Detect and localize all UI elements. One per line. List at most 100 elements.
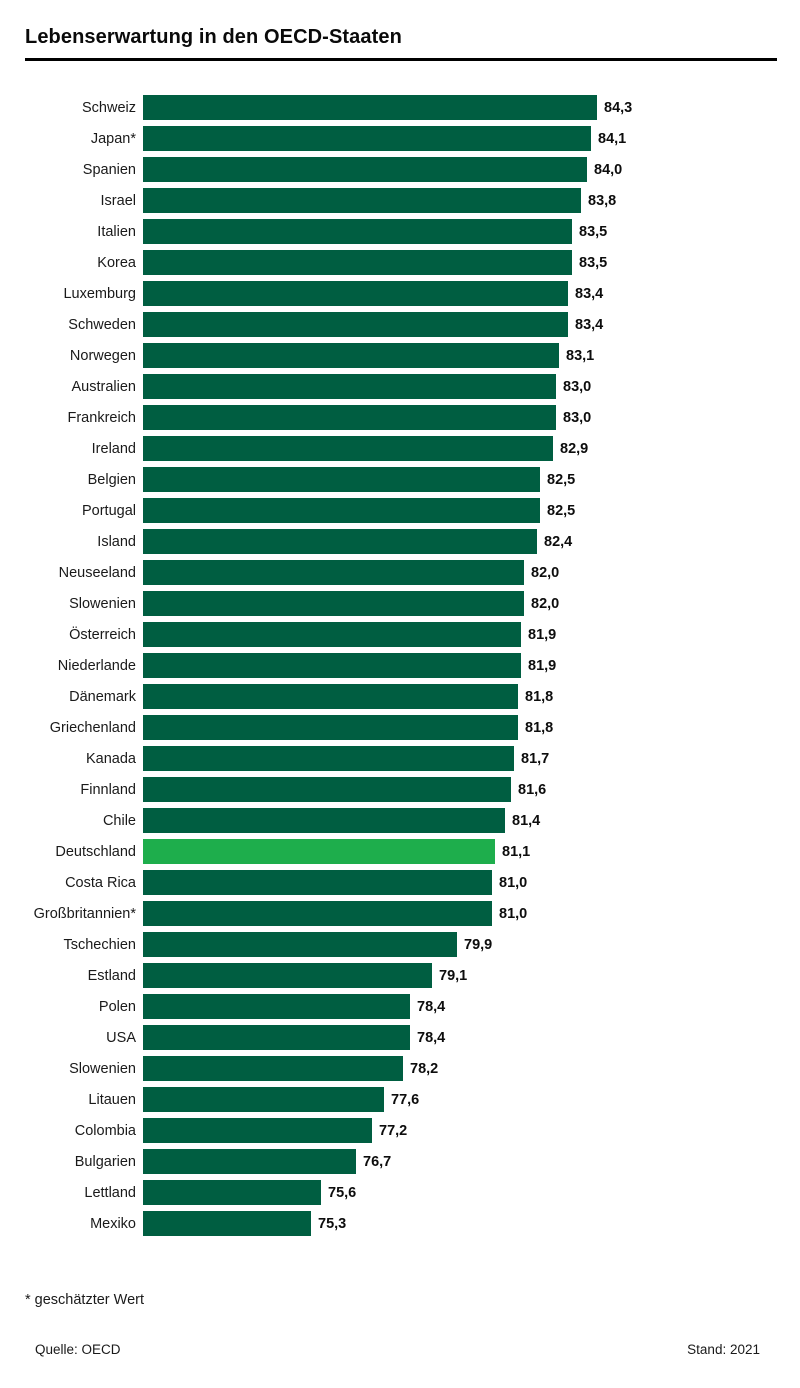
bar bbox=[143, 1149, 356, 1174]
bar-label: Slowenien bbox=[69, 595, 136, 612]
bar bbox=[143, 250, 572, 275]
bar-value: 83,1 bbox=[566, 347, 595, 364]
footnote: * geschätzter Wert bbox=[25, 1292, 145, 1308]
bar-row: Niederlande 81,9 bbox=[0, 650, 800, 681]
bar-row: Slowenien 82,0 bbox=[0, 588, 800, 619]
bar-row: Polen 78,4 bbox=[0, 991, 800, 1022]
bar-row: Chile 81,4 bbox=[0, 805, 800, 836]
bar-row: Dänemark 81,8 bbox=[0, 681, 800, 712]
bar-row: Tschechien 79,9 bbox=[0, 929, 800, 960]
bar-label: Schweden bbox=[68, 316, 136, 333]
bar-label: Chile bbox=[102, 812, 136, 829]
bar-label: Polen bbox=[98, 998, 136, 1015]
bar-label: Schweiz bbox=[82, 99, 136, 116]
bar-value: 78,4 bbox=[417, 998, 446, 1015]
bar-label: Korea bbox=[97, 254, 136, 271]
bar-value: 83,0 bbox=[563, 409, 592, 426]
bar-value: 83,5 bbox=[579, 254, 608, 271]
bar-label: Österreich bbox=[69, 626, 136, 643]
bar-label: Litauen bbox=[88, 1091, 136, 1108]
bar-label: Frankreich bbox=[67, 409, 137, 426]
bar bbox=[143, 808, 505, 833]
bar-value: 81,0 bbox=[499, 874, 528, 891]
bar-label: USA bbox=[106, 1029, 136, 1046]
bar bbox=[143, 95, 597, 120]
bar-row: Österreich 81,9 bbox=[0, 619, 800, 650]
bar bbox=[143, 157, 587, 182]
bar-value: 82,4 bbox=[544, 533, 573, 550]
bar-label: Luxemburg bbox=[63, 285, 136, 302]
bar bbox=[143, 312, 568, 337]
bar-label: Neuseeland bbox=[58, 564, 136, 581]
bar bbox=[143, 498, 540, 523]
bar-label: Lettland bbox=[84, 1184, 136, 1201]
bar-row: Estland 79,1 bbox=[0, 960, 800, 991]
bar-label: Großbritannien* bbox=[33, 905, 136, 922]
source-label: Quelle: OECD bbox=[35, 1342, 121, 1357]
bar-row: Japan* 84,1 bbox=[0, 123, 800, 154]
bar-row: Finnland 81,6 bbox=[0, 774, 800, 805]
bar-value: 83,4 bbox=[575, 285, 604, 302]
bar bbox=[143, 715, 518, 740]
bar-value: 81,7 bbox=[521, 750, 550, 767]
bar-label: Italien bbox=[97, 223, 136, 240]
bar-value: 76,7 bbox=[363, 1153, 392, 1170]
bar-value: 82,0 bbox=[531, 595, 560, 612]
bar-value: 75,3 bbox=[318, 1215, 347, 1232]
bar bbox=[143, 1056, 403, 1081]
bar bbox=[143, 1211, 311, 1236]
bar-value: 81,9 bbox=[528, 657, 557, 674]
bar-row: Portugal 82,5 bbox=[0, 495, 800, 526]
bar bbox=[143, 591, 524, 616]
bar-row: Litauen 77,6 bbox=[0, 1084, 800, 1115]
bar bbox=[143, 1118, 372, 1143]
bar-row: Costa Rica 81,0 bbox=[0, 867, 800, 898]
bar-label: Niederlande bbox=[57, 657, 136, 674]
bar-row: Korea 83,5 bbox=[0, 247, 800, 278]
bar-row: Luxemburg 83,4 bbox=[0, 278, 800, 309]
bar-row: Frankreich 83,0 bbox=[0, 402, 800, 433]
bar bbox=[143, 777, 511, 802]
bar bbox=[143, 219, 572, 244]
bar-value: 81,0 bbox=[499, 905, 528, 922]
bar-value: 81,1 bbox=[502, 843, 531, 860]
bar-label: Finnland bbox=[80, 781, 136, 798]
page-title: Lebenserwartung in den OECD-Staaten bbox=[25, 26, 402, 48]
bar-label: Israel bbox=[100, 192, 136, 209]
bar-label: Tschechien bbox=[63, 936, 136, 953]
bar bbox=[143, 963, 432, 988]
bar-label: Island bbox=[97, 533, 136, 550]
bar-highlighted bbox=[143, 839, 495, 864]
bar bbox=[143, 188, 581, 213]
bar-label: Belgien bbox=[87, 471, 136, 488]
bar-value: 77,2 bbox=[379, 1122, 408, 1139]
bar-label: Dänemark bbox=[69, 688, 136, 705]
bar-label: Kanada bbox=[86, 750, 136, 767]
bar-row: Italien 83,5 bbox=[0, 216, 800, 247]
bar bbox=[143, 870, 492, 895]
bar-row: Lettland 75,6 bbox=[0, 1177, 800, 1208]
bar-row: Bulgarien 76,7 bbox=[0, 1146, 800, 1177]
bar bbox=[143, 901, 492, 926]
bar-chart: Schweiz 84,3 Japan* 84,1 Spanien 84,0 Israel 83… bbox=[0, 92, 800, 1239]
bar-row: Belgien 82,5 bbox=[0, 464, 800, 495]
bar bbox=[143, 653, 521, 678]
bar-label: Costa Rica bbox=[65, 874, 136, 891]
bar-value: 81,9 bbox=[528, 626, 557, 643]
bar-row: Colombia 77,2 bbox=[0, 1115, 800, 1146]
bar-row: Slowenien 78,2 bbox=[0, 1053, 800, 1084]
bar-label: Spanien bbox=[82, 161, 136, 178]
bar-row: Großbritannien* 81,0 bbox=[0, 898, 800, 929]
bar-value: 84,1 bbox=[598, 130, 627, 147]
bar-label: Portugal bbox=[81, 502, 136, 519]
bar-value: 83,4 bbox=[575, 316, 604, 333]
bar bbox=[143, 746, 514, 771]
bar-value: 82,0 bbox=[531, 564, 560, 581]
bar-row: Norwegen 83,1 bbox=[0, 340, 800, 371]
bar-label: Mexiko bbox=[90, 1215, 136, 1232]
bar bbox=[143, 374, 556, 399]
bar-label: Deutschland bbox=[55, 843, 136, 860]
bar-value: 79,1 bbox=[439, 967, 468, 984]
bar-value: 82,5 bbox=[547, 502, 576, 519]
bar-row: Deutschland 81,1 bbox=[0, 836, 800, 867]
